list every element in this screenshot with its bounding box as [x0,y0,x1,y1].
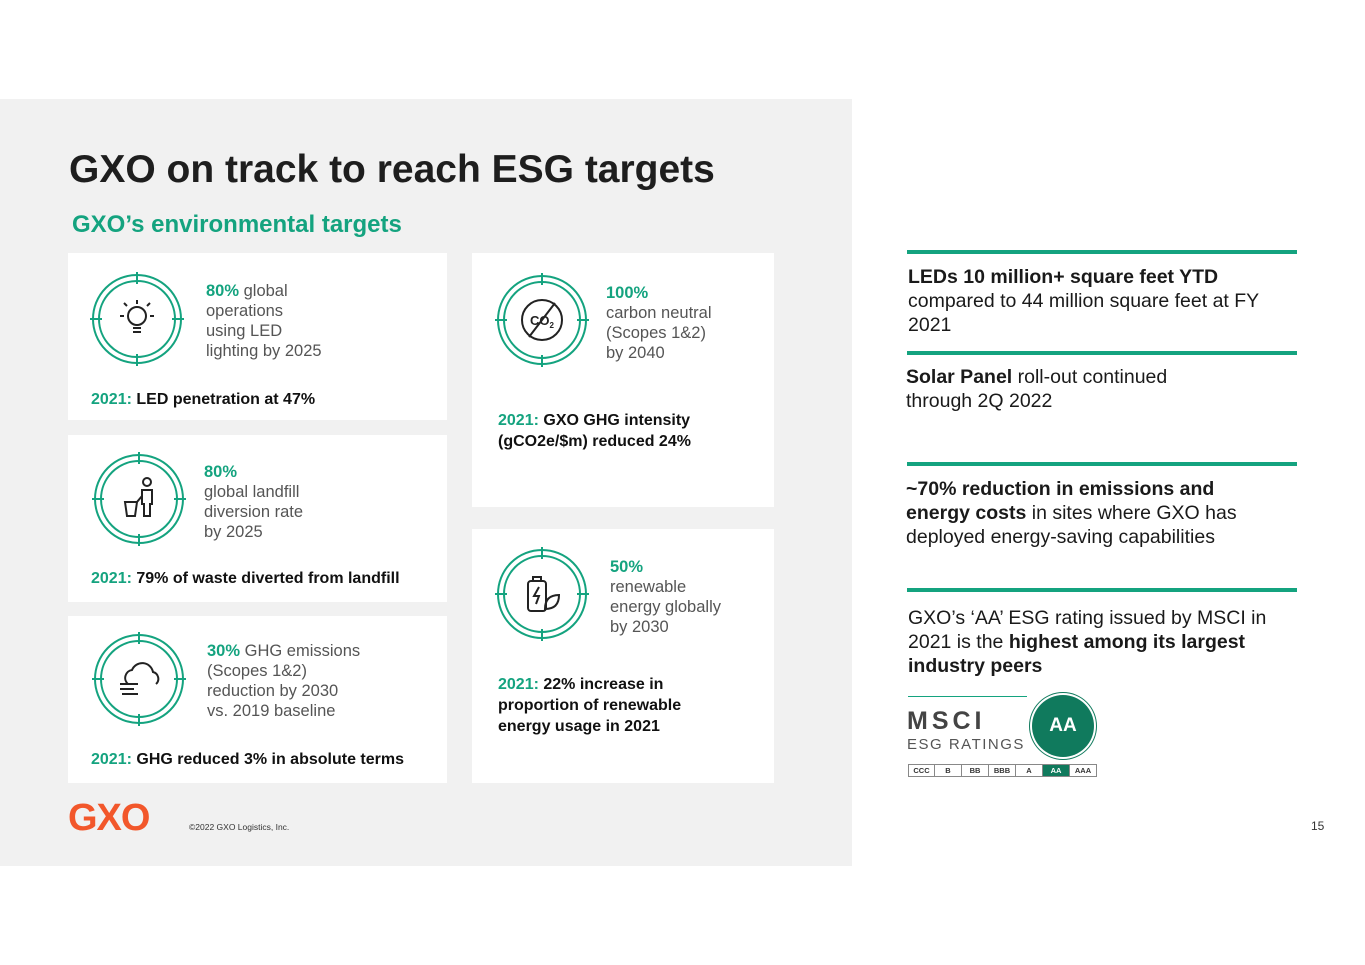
gxo-logo: GXO [68,797,150,839]
divider-rule [907,351,1297,355]
target-card-landfill: 80% global landfill diversion rate by 20… [68,435,447,602]
result-text: 2021: LED penetration at 47% [91,391,316,408]
result-text: 2021: 22% increase in proportion of rene… [498,676,682,735]
msci-rating-badge: AA [1032,695,1094,757]
divider-rule [907,250,1297,254]
rating-bb: BB [962,765,989,776]
svg-text:CO2: CO2 [530,313,555,330]
rating-ccc: CCC [909,765,935,776]
page-number: 15 [1311,819,1325,833]
co2-crossed-icon: CO2 [495,273,589,367]
cloud-emissions-icon [92,632,186,726]
rating-b: B [935,765,962,776]
divider-rule [907,588,1297,592]
rating-bbb: BBB [989,765,1016,776]
target-text: 30% GHG emissions (Scopes 1&2) reduction… [207,642,361,720]
recycle-person-icon [92,452,186,546]
target-text: 50% renewable energy globally by 2030 [610,558,721,636]
msci-logo-word: MSCI [907,707,986,735]
highlight-msci: GXO’s ‘AA’ ESG rating issued by MSCI in … [908,607,1267,677]
section-subtitle: GXO’s environmental targets [72,211,402,238]
target-text: 80% global landfill diversion rate by 20… [204,463,304,541]
target-card-led: 80% global operations using LED lighting… [68,253,447,420]
rating-a: A [1016,765,1043,776]
result-text: 2021: GHG reduced 3% in absolute terms [91,751,404,768]
target-card-ghg: 30% GHG emissions (Scopes 1&2) reduction… [68,616,447,783]
msci-rating-scale: CCC B BB BBB A AA AAA [908,764,1097,777]
copyright-text: ©2022 GXO Logistics, Inc. [189,822,290,832]
target-text: 80% global operations using LED lighting… [206,282,322,360]
highlight-emissions: ~70% reduction in emissions and energy c… [906,478,1237,548]
target-card-carbon: CO2 100% carbon neutral (Scopes 1&2) by … [472,253,774,507]
lightbulb-icon [90,272,184,366]
result-text: 2021: GXO GHG intensity (gCO2e/$m) reduc… [498,412,691,450]
battery-leaf-icon [495,547,589,641]
highlight-leds: LEDs 10 million+ square feet YTD compare… [908,266,1260,336]
rating-aaa: AAA [1074,766,1092,775]
divider-rule [907,462,1297,466]
target-card-renewable: 50% renewable energy globally by 2030 20… [472,529,774,783]
page-title: GXO on track to reach ESG targets [69,148,715,191]
rating-aa: AA [1043,765,1070,776]
msci-logo-rule [908,696,1027,697]
highlight-solar: Solar Panel roll-out continued through 2… [906,366,1168,412]
target-text: 100% carbon neutral (Scopes 1&2) by 2040 [606,284,712,362]
msci-logo-subtitle: ESG RATINGS [907,736,1025,753]
result-text: 2021: 79% of waste diverted from landfil… [91,570,400,587]
